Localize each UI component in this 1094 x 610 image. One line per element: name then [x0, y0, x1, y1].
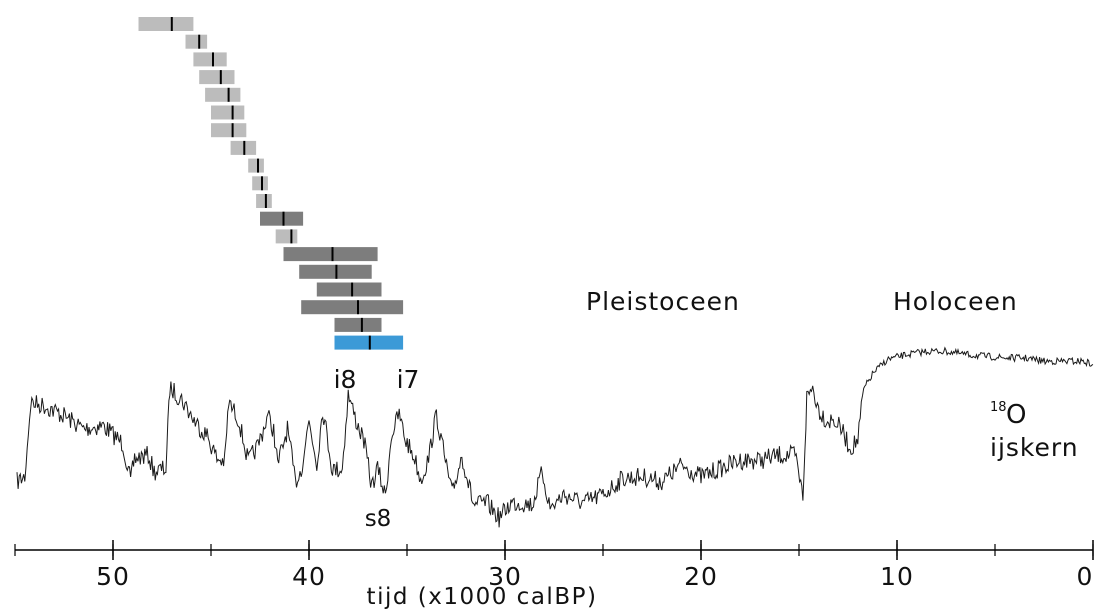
series-label-sup: 18: [990, 400, 1007, 415]
date-range-bars: [138, 17, 404, 350]
x-axis-label: tijd (x1000 calBP): [367, 584, 598, 610]
date-range-bar: [316, 282, 382, 297]
x-tick-label: 10: [880, 562, 914, 591]
x-tick-label: 20: [684, 562, 718, 591]
date-range-bar: [256, 194, 272, 208]
annotation-i8: i8: [334, 365, 357, 394]
date-range-bar: [185, 34, 208, 49]
series-label-sub: ijskern: [990, 433, 1079, 462]
date-range-bar: [193, 52, 227, 67]
label-holoceen: Holoceen: [893, 287, 1018, 316]
date-range-bar: [334, 317, 382, 332]
series-label-main: O: [1006, 400, 1026, 430]
annotation-i7: i7: [397, 365, 420, 394]
date-range-bar: [248, 158, 264, 173]
date-range-bar: [252, 176, 268, 191]
x-tick-label: 40: [292, 562, 326, 591]
series-label: 18 O ijskern: [990, 400, 1079, 462]
date-range-bar: [283, 247, 378, 262]
x-tick-label: 30: [488, 562, 522, 591]
label-pleistoceen: Pleistoceen: [586, 287, 740, 316]
date-range-bar: [138, 17, 194, 31]
date-range-bar: [199, 70, 235, 85]
x-tick-label: 50: [96, 562, 130, 591]
ice-core-series: [16, 346, 1094, 528]
date-range-bar: [301, 300, 404, 315]
date-range-bar: [211, 105, 245, 120]
date-range-bar: [275, 229, 298, 244]
date-range-bar: [260, 211, 304, 226]
date-range-bar: [211, 123, 247, 138]
ice-core-line: [16, 346, 1094, 528]
annotation-s8: s8: [365, 506, 392, 532]
x-axis: 50 40 30 20 10 0: [14, 540, 1094, 591]
date-range-bar: [205, 87, 241, 102]
x-tick-label: 0: [1077, 562, 1094, 591]
